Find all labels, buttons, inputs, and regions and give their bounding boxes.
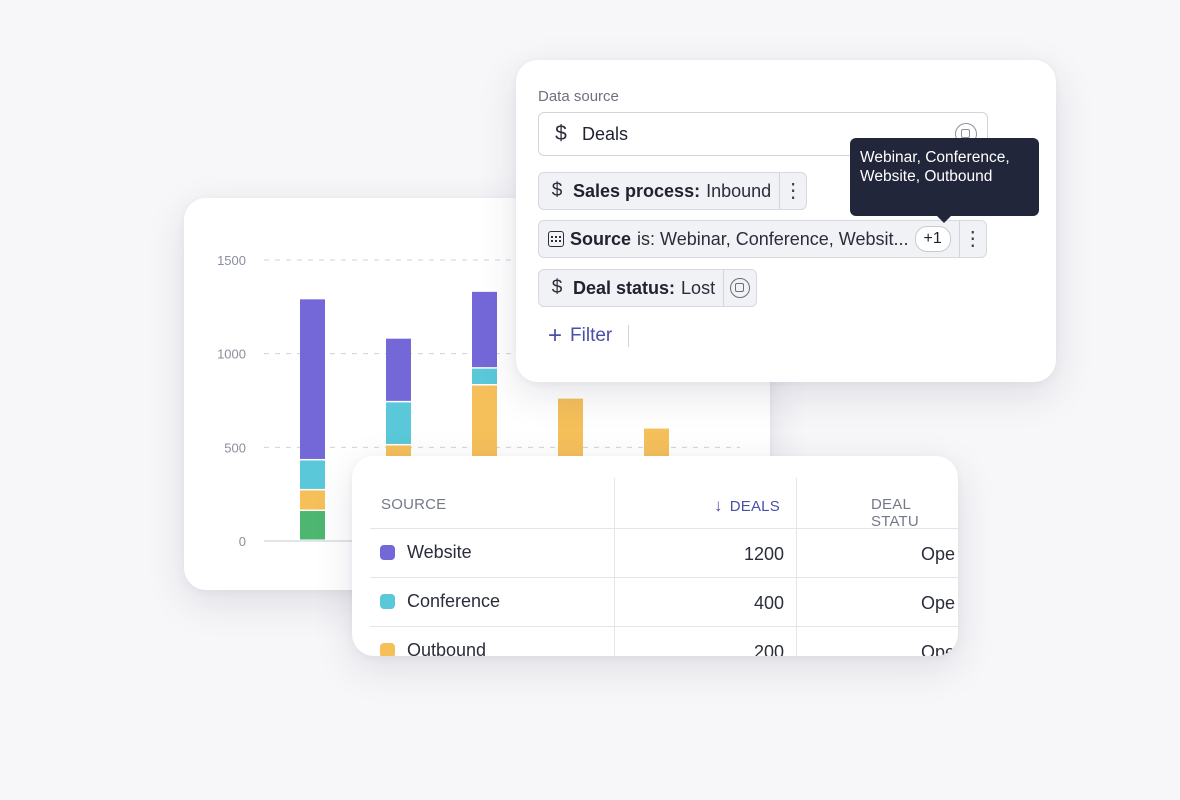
column-header-deals-label: DEALS <box>729 497 780 515</box>
bar-segment[interactable] <box>386 402 411 444</box>
calendar-icon <box>548 231 564 247</box>
status-value: Ope <box>921 642 956 656</box>
bar-segment[interactable] <box>300 299 325 459</box>
bar-segment[interactable] <box>300 490 325 510</box>
y-tick-label: 1000 <box>217 347 246 362</box>
source-values-tooltip: Webinar, Conference, Website, Outbound <box>850 138 1039 223</box>
y-tick-label: 500 <box>224 440 246 455</box>
legend-swatch <box>380 545 395 560</box>
data-source-value: Deals <box>582 123 629 144</box>
column-header-deals[interactable]: ↓ DEALS <box>714 496 780 516</box>
row-divider <box>370 626 958 627</box>
tooltip-line: Website, Outbound <box>860 168 993 185</box>
column-divider <box>614 478 615 656</box>
plus-icon: + <box>548 322 563 349</box>
bar-segment[interactable] <box>300 460 325 489</box>
add-filter-label: Filter <box>570 325 613 346</box>
bar-segment[interactable] <box>472 368 497 385</box>
table-row-name[interactable]: Website <box>380 542 472 563</box>
source-name: Outbound <box>407 640 487 656</box>
filter-chip-sales-process[interactable]: $ Sales process: Inbound ⋮ <box>538 172 808 210</box>
chip-key: Deal status: <box>573 277 676 298</box>
source-name: Conference <box>407 591 501 611</box>
deals-value: 400 <box>753 593 784 613</box>
column-divider <box>796 478 797 656</box>
table-row-name[interactable]: Outbound <box>380 640 486 656</box>
dollar-icon: $ <box>551 277 563 298</box>
chip-value: Inbound <box>706 180 772 201</box>
bar-segment[interactable] <box>386 338 411 401</box>
column-header-source[interactable]: SOURCE <box>381 496 447 513</box>
source-name: Website <box>407 542 472 562</box>
row-divider <box>370 577 958 578</box>
stop-icon[interactable] <box>730 278 751 298</box>
bar-segment[interactable] <box>300 511 325 540</box>
chip-divider <box>723 270 725 306</box>
dollar-icon: $ <box>555 122 567 145</box>
status-value: Ope <box>921 593 956 613</box>
more-options-icon[interactable]: ⋮ <box>962 228 983 250</box>
y-tick-label: 1500 <box>217 253 246 268</box>
bar-segment[interactable] <box>472 291 497 368</box>
chip-value: is: Webinar, Conference, Websit... <box>637 228 909 249</box>
chip-key: Source <box>570 228 632 249</box>
add-filter-button[interactable]: + Filter <box>548 322 630 349</box>
chip-key: Sales process: <box>573 180 701 201</box>
tooltip-line: Webinar, Conference, <box>860 149 1010 166</box>
table-row-name[interactable]: Conference <box>380 591 500 612</box>
data-source-label: Data source <box>538 88 619 105</box>
legend-swatch <box>380 594 395 609</box>
column-header-deal-status[interactable]: DEAL STATU <box>871 496 919 530</box>
filter-chip-source[interactable]: Source is: Webinar, Conference, Websit..… <box>538 220 987 258</box>
deals-table: SOURCE ↓ DEALS DEAL STATU Website 1200 O… <box>352 456 958 656</box>
divider <box>628 325 630 347</box>
status-value: Ope <box>921 544 956 564</box>
filter-panel: Data source $ Deals $ Sales process: Inb… <box>516 60 1056 382</box>
chip-divider <box>958 221 960 257</box>
legend-swatch <box>380 643 395 656</box>
deals-value: 1200 <box>743 544 784 564</box>
chip-value: Lost <box>681 277 716 298</box>
row-divider <box>370 528 958 529</box>
chip-divider <box>779 173 781 209</box>
filter-chip-deal-status[interactable]: $ Deal status: Lost <box>538 269 758 307</box>
deals-value: 200 <box>753 642 784 656</box>
more-values-badge[interactable]: +1 <box>914 226 951 252</box>
sort-arrow-down-icon: ↓ <box>714 496 723 515</box>
y-tick-label: 0 <box>239 534 246 549</box>
more-options-icon[interactable]: ⋮ <box>783 180 804 202</box>
dollar-icon: $ <box>551 180 563 201</box>
